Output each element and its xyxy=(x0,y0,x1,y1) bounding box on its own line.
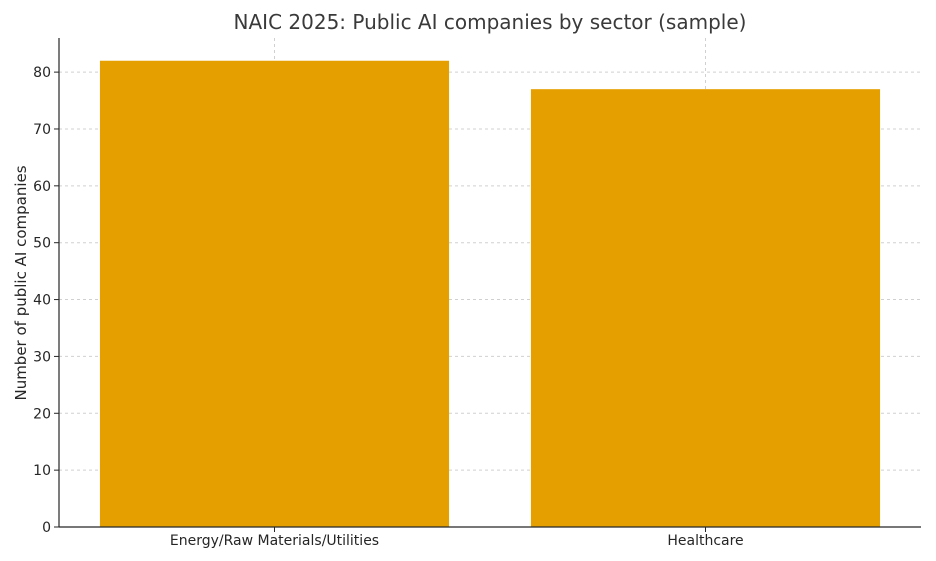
tick-labels: 0 10 20 30 40 50 60 70 80 Energy/Raw Materials/Ut… xyxy=(33,65,743,549)
y-tick-label: 10 xyxy=(33,463,51,479)
axes xyxy=(54,38,921,532)
y-tick-label: 30 xyxy=(33,349,51,365)
y-tick-label: 50 xyxy=(33,236,51,252)
y-axis-label: Number of public AI companies xyxy=(12,165,30,400)
y-tick-label: 0 xyxy=(42,520,51,536)
y-tick-label: 20 xyxy=(33,406,51,422)
bars xyxy=(99,60,881,528)
x-tick-label: Healthcare xyxy=(667,533,743,549)
y-tick-label: 40 xyxy=(33,293,51,309)
bar-1 xyxy=(99,60,450,527)
y-tick-label: 80 xyxy=(33,65,51,81)
chart-title: NAIC 2025: Public AI companies by sector… xyxy=(234,10,747,34)
x-tick-label: Energy/Raw Materials/Utilities xyxy=(170,533,379,549)
y-tick-label: 70 xyxy=(33,122,51,138)
bar-2 xyxy=(530,89,881,528)
y-tick-label: 60 xyxy=(33,179,51,195)
